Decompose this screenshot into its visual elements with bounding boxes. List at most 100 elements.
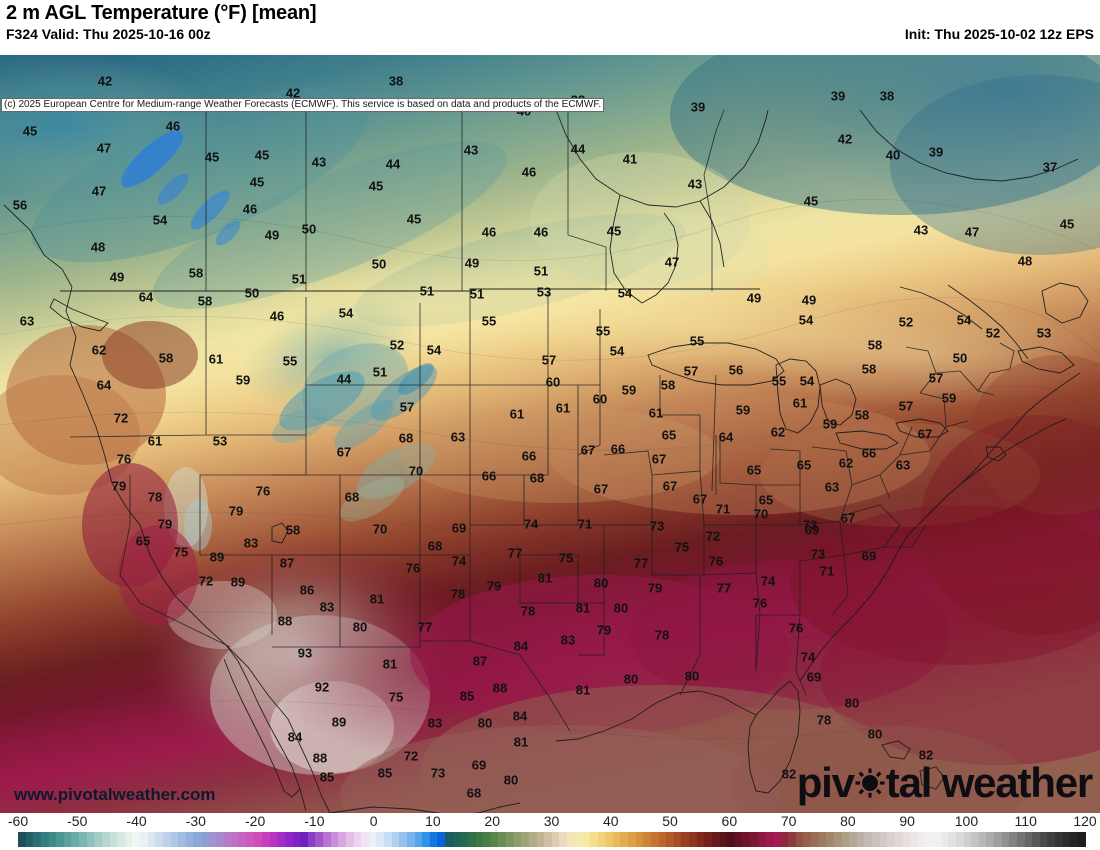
colorbar-swatch (582, 832, 590, 847)
colorbar-swatch (277, 832, 285, 847)
colorbar-swatch (1039, 832, 1048, 847)
colorbar-swatch (948, 832, 956, 847)
colorbar-swatch (361, 832, 369, 847)
colorbar-tick: 80 (840, 813, 856, 829)
colorbar-swatch (971, 832, 979, 847)
colorbar-swatch (666, 832, 674, 847)
colorbar-swatch (780, 832, 789, 847)
colorbar-swatch (48, 832, 57, 847)
colorbar-tick: 50 (662, 813, 678, 829)
colorbar-swatch (254, 832, 262, 847)
colorbar-tick: 10 (425, 813, 441, 829)
colorbar-swatch (536, 832, 545, 847)
colorbar-swatch (86, 832, 95, 847)
colorbar-swatch (376, 832, 384, 847)
colorbar-swatch (612, 832, 621, 847)
map-header: 2 m AGL Temperature (°F) [mean] F324 Val… (0, 0, 1100, 55)
colorbar-swatch (201, 832, 209, 847)
colorbar-swatch (1047, 832, 1055, 847)
colorbar-swatch (742, 832, 750, 847)
colorbar-swatch (452, 832, 461, 847)
colorbar-swatch (124, 832, 133, 847)
colorbar-swatch (399, 832, 407, 847)
map-borders (3, 109, 1089, 813)
colorbar-swatch (894, 832, 903, 847)
colorbar-swatch (1055, 832, 1063, 847)
colorbar-swatch (887, 832, 895, 847)
colorbar-swatch (445, 832, 453, 847)
colorbar-swatch (955, 832, 964, 847)
colorbar-tick: 20 (484, 813, 501, 829)
colorbar-swatch (933, 832, 941, 847)
colorbar-tick: 40 (602, 813, 619, 829)
colorbar-swatch (25, 832, 34, 847)
temperature-field (0, 55, 1100, 813)
colorbar-swatch (917, 832, 926, 847)
colorbar-swatch (681, 832, 689, 847)
colorbar-swatch (353, 832, 362, 847)
valid-time-label: F324 Valid: Thu 2025-10-16 00z (6, 26, 211, 42)
colorbar-swatch (246, 832, 255, 847)
colorbar-swatch (826, 832, 834, 847)
colorbar-swatch (155, 832, 163, 847)
colorbar-swatch (414, 832, 423, 847)
colorbar-swatch (467, 832, 476, 847)
colorbar-swatch (1062, 832, 1071, 847)
colorbar-swatch (978, 832, 987, 847)
colorbar-swatch (1077, 832, 1086, 847)
colorbar-swatch (323, 832, 331, 847)
contour-texture (0, 199, 1100, 740)
colorbar-swatch (345, 832, 354, 847)
colorbar-swatch (422, 832, 430, 847)
colorbar-swatch (872, 832, 880, 847)
colorbar-swatch (460, 832, 468, 847)
colorbar-tick: 110 (1014, 813, 1037, 829)
colorbar-swatch (635, 832, 644, 847)
colorbar-swatch (841, 832, 850, 847)
colorbar-swatch (727, 832, 735, 847)
colorbar-swatch (63, 832, 72, 847)
colorbar-tick-labels: -60 -50 -40 -30 -20 -10 0 10 20 30 40 50 60 70 80 90 100… (0, 813, 1100, 831)
colorbar-swatch (994, 832, 1002, 847)
colorbar-swatch (307, 832, 316, 847)
colorbar-swatch (711, 832, 720, 847)
watermark-text-left: piv (796, 759, 855, 806)
colorbar-swatch (368, 832, 377, 847)
colorbar-swatch (231, 832, 240, 847)
ecmwf-attribution: (c) 2025 European Centre for Medium-rang… (1, 98, 605, 112)
colorbar-swatch (475, 832, 484, 847)
colorbar-swatch (391, 832, 400, 847)
colorbar-swatch (1024, 832, 1033, 847)
colorbar-tick: 30 (543, 813, 560, 829)
colorbar-tick: -10 (304, 813, 325, 829)
colorbar-tick: 90 (899, 813, 915, 829)
colorbar-swatch (940, 832, 949, 847)
colorbar-swatch (315, 832, 323, 847)
colorbar-swatch (605, 832, 613, 847)
colorbar-swatch (162, 832, 171, 847)
colorbar-swatch (757, 832, 766, 847)
colorbar-swatch (292, 832, 301, 847)
colorbar[interactable]: -60 -50 -40 -30 -20 -10 0 10 20 30 40 50 60 70 80 90 100… (0, 813, 1100, 850)
colorbar-swatch (879, 832, 888, 847)
colorbar-gradient (18, 832, 1086, 847)
colorbar-swatch (223, 832, 232, 847)
colorbar-swatch (750, 832, 758, 847)
colorbar-swatch (864, 832, 872, 847)
colorbar-swatch (1070, 832, 1078, 847)
map-canvas[interactable]: 4238394238393845464042403947454543444344… (0, 55, 1100, 813)
colorbar-swatch (1032, 832, 1040, 847)
colorbar-swatch (689, 832, 697, 847)
colorbar-swatch (658, 832, 667, 847)
page-title: 2 m AGL Temperature (°F) [mean] (6, 2, 317, 24)
colorbar-swatch (132, 832, 140, 847)
colorbar-swatch (925, 832, 933, 847)
colorbar-swatch (795, 832, 804, 847)
site-url[interactable]: www.pivotalweather.com (14, 785, 216, 804)
colorbar-swatch (40, 832, 49, 847)
colorbar-tick: 0 (369, 813, 378, 829)
colorbar-swatch (33, 832, 41, 847)
colorbar-swatch (833, 832, 842, 847)
colorbar-swatch (765, 832, 773, 847)
